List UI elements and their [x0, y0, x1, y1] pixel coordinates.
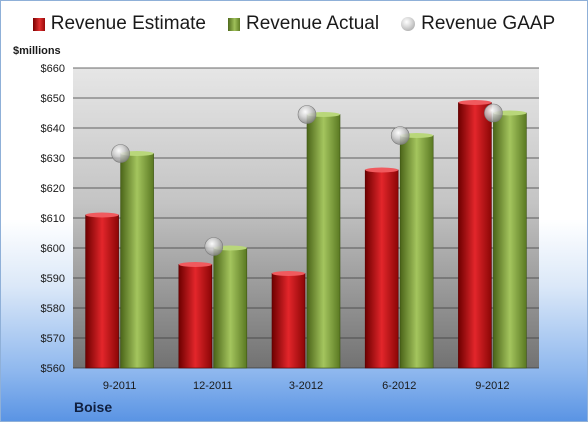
y-tick-label: $630 [41, 153, 65, 165]
legend: Revenue Estimate Revenue Actual Revenue … [1, 13, 587, 35]
gaap-marker [390, 126, 410, 145]
y-tick-label: $610 [41, 213, 65, 225]
legend-label-gaap: Revenue GAAP [421, 13, 556, 34]
bar-cap-estimate [365, 167, 399, 173]
y-axis-unit-label: $millions [13, 45, 61, 57]
bar-revenue-actual [493, 112, 527, 369]
legend-label-actual: Revenue Actual [246, 13, 380, 34]
y-tick-label: $620 [41, 183, 65, 195]
y-tick-label: $660 [41, 63, 65, 75]
gaap-markers [111, 103, 503, 256]
legend-item-actual: Revenue Actual [228, 13, 379, 35]
gaap-marker [297, 105, 317, 124]
bar-revenue-estimate [178, 264, 213, 369]
y-tick-label: $560 [41, 363, 65, 375]
gaap-marker [111, 144, 130, 163]
y-axis-ticks: $560 $570 $580 $590 $600 $610 $620 $630 $640 $650… [41, 63, 65, 375]
green-bar-swatch-icon [228, 17, 240, 31]
x-tick-label: 3-2012 [289, 380, 323, 392]
bar-revenue-actual [213, 247, 248, 369]
bar-revenue-actual [120, 153, 154, 369]
bar-revenue-estimate [364, 169, 399, 369]
bar-revenue-actual [399, 135, 434, 369]
company-label: Boise [74, 399, 113, 415]
x-tick-label: 12-2011 [193, 380, 233, 392]
gaap-marker [484, 103, 503, 123]
x-tick-label: 9-2012 [475, 380, 509, 392]
y-tick-label: $600 [41, 243, 65, 255]
red-bar-swatch-icon [32, 17, 45, 31]
bar-revenue-estimate [85, 214, 119, 369]
y-tick-label: $640 [41, 123, 65, 135]
bar-revenue-actual [306, 114, 341, 369]
x-tick-label: 6-2012 [382, 380, 416, 392]
y-tick-label: $590 [41, 273, 65, 285]
bar-cap-estimate [85, 212, 119, 218]
x-tick-label: 9-2011 [103, 380, 136, 392]
legend-label-estimate: Revenue Estimate [50, 13, 206, 34]
bar-cap-estimate [178, 262, 212, 267]
x-axis-ticks: 9-2011 12-2011 3-2012 6-2012 9-2012 [103, 380, 510, 392]
bar-revenue-estimate [458, 102, 492, 369]
y-tick-label: $580 [41, 303, 65, 315]
gaap-marker [204, 237, 224, 256]
bars [85, 100, 527, 369]
y-tick-label: $650 [41, 93, 65, 105]
bar-cap-estimate [272, 271, 305, 276]
y-tick-label: $570 [41, 333, 65, 345]
gray-sphere-marker-icon [401, 17, 416, 31]
bar-revenue-estimate [271, 273, 306, 369]
legend-item-estimate: Revenue Estimate [32, 13, 206, 35]
bar-cap-estimate [458, 100, 492, 105]
legend-item-gaap: Revenue GAAP [401, 13, 555, 35]
